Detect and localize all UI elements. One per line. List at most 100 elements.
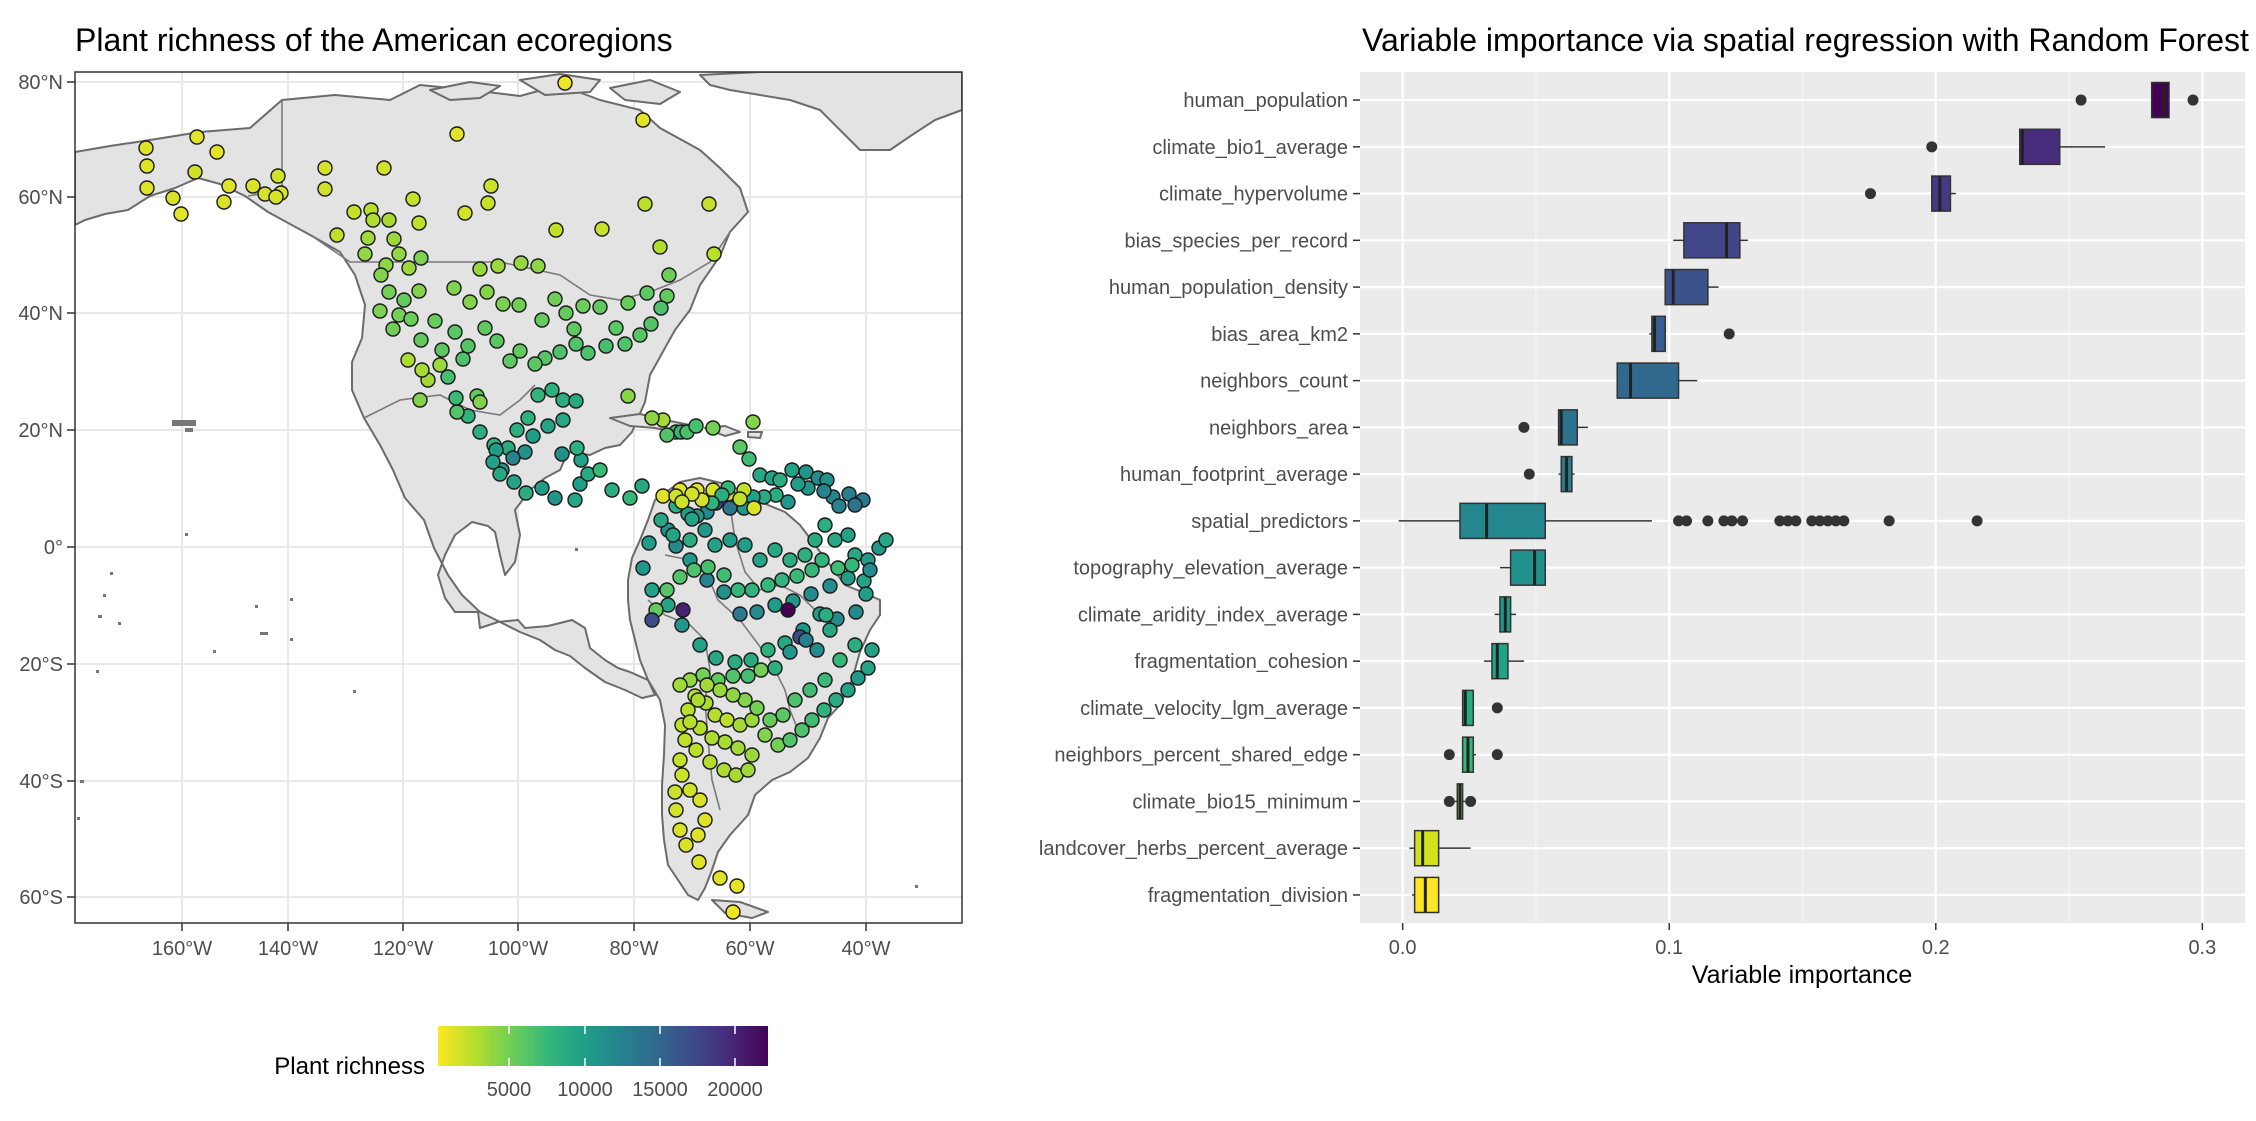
- ecoregion-point: [701, 196, 717, 212]
- ecoregion-point: [782, 552, 798, 568]
- ecoregion-point: [760, 577, 776, 593]
- ecoregion-point: [653, 512, 669, 528]
- chart-title: Variable importance via spatial regressi…: [1362, 22, 2249, 58]
- ecoregion-point: [858, 586, 874, 602]
- ecoregion-point: [457, 205, 473, 221]
- ecoregion-point: [702, 754, 718, 770]
- ecoregion-point: [400, 352, 416, 368]
- ecoregion-point: [704, 730, 720, 746]
- ecoregion-point: [492, 466, 508, 482]
- ecoregion-point: [655, 488, 671, 504]
- ecoregion-point: [449, 404, 465, 420]
- ecoregion-point: [413, 332, 429, 348]
- ecoregion-point: [864, 642, 880, 658]
- ecoregion-point: [527, 356, 543, 372]
- ecoregion-point: [317, 181, 333, 197]
- ecoregion-point: [787, 692, 803, 708]
- ecoregion-point: [405, 191, 421, 207]
- ecoregion-point: [732, 439, 748, 455]
- ecoregion-point: [448, 390, 464, 406]
- ecoregion-point: [665, 527, 681, 543]
- ecoregion-point: [462, 294, 478, 310]
- ecoregion-point: [472, 261, 488, 277]
- ecoregion-point: [767, 542, 783, 558]
- ecoregion-point: [509, 422, 525, 438]
- ecoregion-point: [396, 292, 412, 308]
- ecoregion-point: [797, 547, 813, 563]
- ecoregion-point: [446, 280, 462, 296]
- map-x-tick: 80°W: [609, 938, 658, 960]
- ecoregion-point: [634, 478, 650, 494]
- ecoregion-point: [697, 522, 713, 538]
- arctic-islands: [429, 73, 681, 105]
- ecoregion-point: [767, 597, 783, 613]
- ecoregion-point: [716, 567, 732, 583]
- ecoregion-point: [360, 230, 376, 246]
- map-title: Plant richness of the American ecoregion…: [75, 22, 673, 58]
- ecoregion-point: [637, 196, 653, 212]
- ecoregion-point: [780, 494, 796, 510]
- ecoregion-point: [412, 392, 428, 408]
- ecoregion-point: [608, 320, 624, 336]
- ecoregion-point: [789, 568, 805, 584]
- ecoregion-point: [221, 178, 237, 194]
- ecoregion-point: [317, 160, 333, 176]
- ecoregion-point: [617, 336, 633, 352]
- ecoregion-point: [659, 288, 675, 304]
- ecoregion-point: [732, 491, 748, 507]
- ecoregion-point: [725, 687, 741, 703]
- ecoregion-point: [774, 572, 790, 588]
- ecoregion-point: [490, 258, 506, 274]
- ecoregion-point: [767, 660, 783, 676]
- legend-tick-label: 20000: [707, 1079, 763, 1101]
- map-x-tick: 140°W: [258, 938, 318, 960]
- ecoregion-point: [547, 291, 563, 307]
- legend-tick-label: 15000: [632, 1079, 688, 1101]
- ecoregion-point: [744, 582, 760, 598]
- ecoregion-point: [189, 129, 205, 145]
- ecoregion-point: [373, 267, 389, 283]
- ecoregion-point: [575, 298, 591, 314]
- ecoregion-point: [814, 552, 830, 568]
- ecoregion-point: [572, 476, 588, 492]
- ecoregion-point: [525, 428, 541, 444]
- ecoregion-point: [784, 462, 800, 478]
- ecoregion-point: [816, 483, 832, 499]
- ecoregion-point: [707, 537, 723, 553]
- ecoregion-point: [555, 412, 571, 428]
- ecoregion-point: [472, 424, 488, 440]
- ecoregion-point: [682, 714, 698, 730]
- map-y-tick: 40°N: [18, 303, 63, 325]
- ecoregion-point: [391, 246, 407, 262]
- ecoregion-point: [688, 742, 704, 758]
- ecoregion-point: [632, 327, 648, 343]
- map-y-tick: 40°S: [19, 771, 63, 793]
- ecoregion-point: [530, 387, 546, 403]
- ecoregion-point: [376, 160, 392, 176]
- ecoregion-point: [513, 255, 529, 271]
- ecoregion-point: [604, 482, 620, 498]
- ecoregion-point: [477, 320, 493, 336]
- ecoregion-point: [822, 622, 838, 638]
- ecoregion-point: [534, 480, 550, 496]
- ecoregion-point: [187, 164, 203, 180]
- ecoregion-point: [268, 189, 284, 205]
- ecoregion-point: [449, 126, 465, 142]
- ecoregion-point: [727, 654, 743, 670]
- ecoregion-point: [807, 532, 823, 548]
- ecoregion-point: [847, 637, 863, 653]
- ecoregion-point: [502, 353, 518, 369]
- ecoregion-point: [860, 660, 876, 676]
- ecoregion-point: [725, 904, 741, 920]
- ecoregion-point: [427, 313, 443, 329]
- ecoregion-point: [472, 394, 488, 410]
- ecoregion-point: [506, 474, 522, 490]
- ecoregion-point: [434, 342, 450, 358]
- ecoregion-point: [840, 527, 856, 543]
- ecoregion-point: [554, 446, 570, 462]
- ecoregion-point: [804, 562, 820, 578]
- ecoregion-point: [745, 414, 761, 430]
- ecoregion-point: [540, 418, 556, 434]
- ecoregion-point: [552, 344, 568, 360]
- ecoregion-point: [706, 246, 722, 262]
